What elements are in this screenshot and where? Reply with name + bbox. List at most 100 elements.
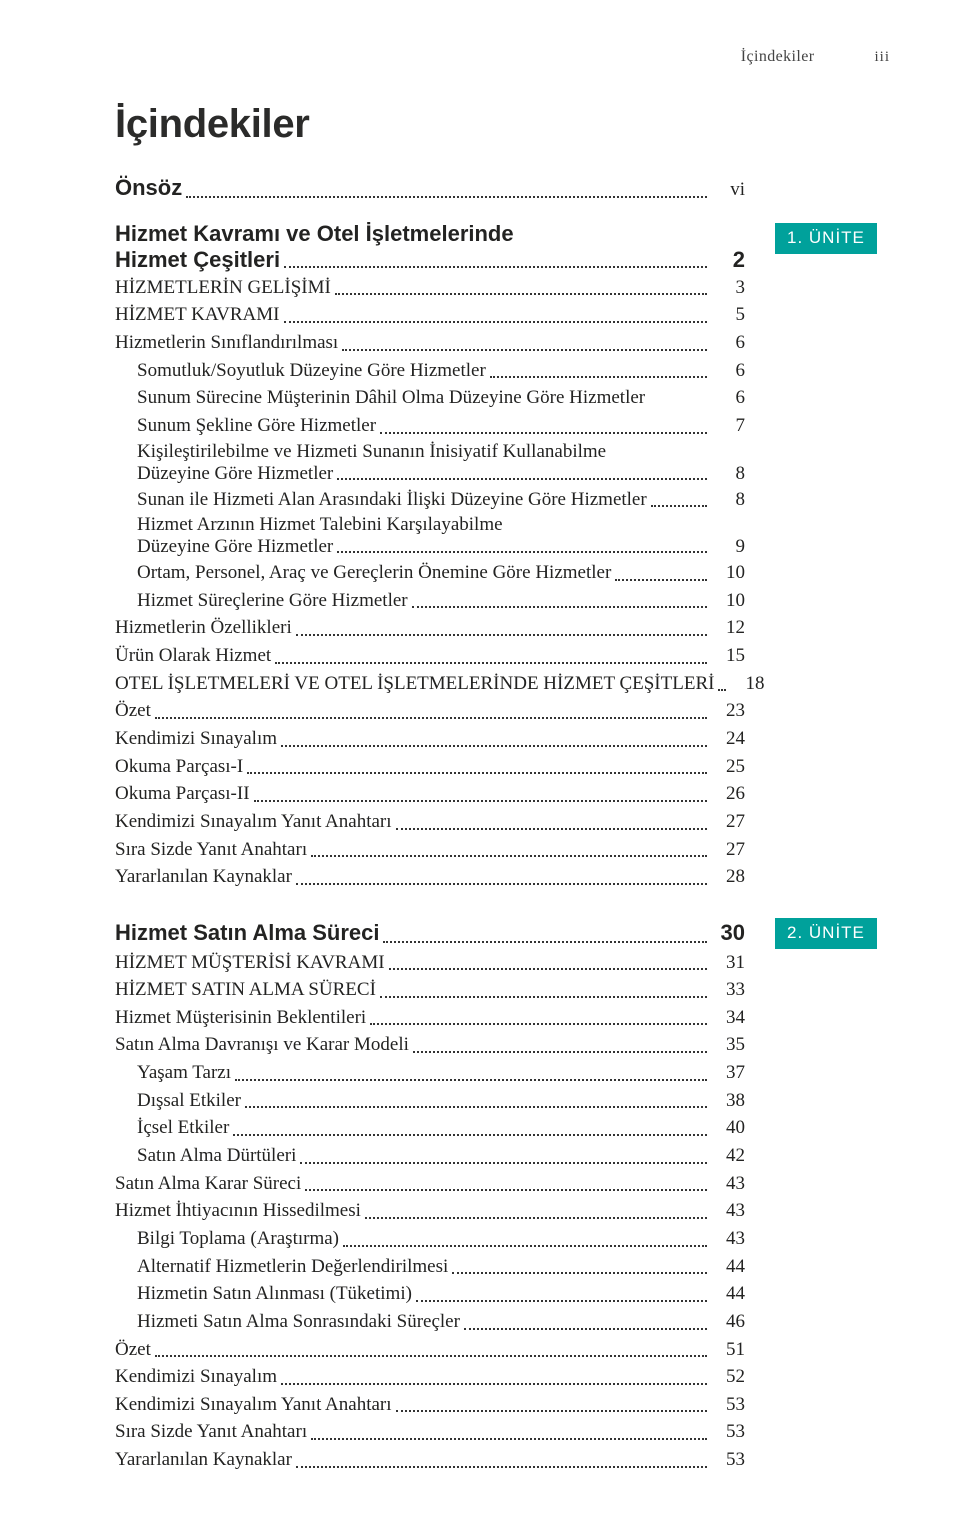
dot-leader bbox=[396, 828, 707, 830]
toc-entry: Satın Alma Dürtüleri42 bbox=[115, 1143, 745, 1169]
unit-2-toc: Hizmet Satın Alma Süreci 30 HİZMET MÜŞTE… bbox=[115, 916, 745, 1475]
toc-label: Okuma Parçası-I bbox=[115, 754, 243, 780]
toc-page: 18 bbox=[730, 671, 764, 697]
toc-page: vi bbox=[711, 177, 745, 203]
dot-leader bbox=[342, 349, 707, 351]
toc-page: 38 bbox=[711, 1088, 745, 1114]
toc-entry: Özet 51 bbox=[115, 1337, 745, 1363]
toc-page: 26 bbox=[711, 781, 745, 807]
toc-label: İçsel Etkiler bbox=[137, 1115, 229, 1141]
toc-entry: Sunum Şekline Göre Hizmetler7 bbox=[115, 413, 745, 439]
toc-label: Sıra Sizde Yanıt Anahtarı bbox=[115, 1419, 307, 1445]
toc-entry: HİZMET MÜŞTERİSİ KAVRAMI31 bbox=[115, 950, 745, 976]
toc-label: Yaşam Tarzı bbox=[137, 1060, 231, 1086]
toc-entry: Ürün Olarak Hizmet15 bbox=[115, 643, 745, 669]
dot-leader bbox=[718, 689, 726, 691]
toc-entry: Sıra Sizde Yanıt Anahtarı 53 bbox=[115, 1419, 745, 1445]
toc-label: Kendimizi Sınayalım bbox=[115, 726, 277, 752]
toc-page: 28 bbox=[711, 864, 745, 890]
toc-entry: Hizmetin Satın Alınması (Tüketimi)44 bbox=[115, 1281, 745, 1307]
toc-label: Hizmet Süreçlerine Göre Hizmetler bbox=[137, 588, 408, 614]
toc-page: 42 bbox=[711, 1143, 745, 1169]
toc-page: 27 bbox=[711, 809, 745, 835]
dot-leader bbox=[370, 1023, 707, 1025]
toc-label: Hizmet İhtiyacının Hissedilmesi bbox=[115, 1198, 361, 1224]
toc-page: 10 bbox=[711, 588, 745, 614]
toc-page: 52 bbox=[711, 1364, 745, 1390]
dot-leader bbox=[464, 1328, 707, 1330]
toc-page: 7 bbox=[711, 413, 745, 439]
toc-label: Alternatif Hizmetlerin Değerlendirilmesi bbox=[137, 1254, 448, 1280]
toc-label: HİZMET MÜŞTERİSİ KAVRAMI bbox=[115, 950, 385, 976]
toc-page: 8 bbox=[711, 487, 745, 513]
page-title: İçindekiler bbox=[115, 102, 890, 147]
toc-label: Hizmetlerin Sınıflandırılması bbox=[115, 330, 338, 356]
toc-entry: İçsel Etkiler40 bbox=[115, 1115, 745, 1141]
toc-label: Somutluk/Soyutluk Düzeyine Göre Hizmetle… bbox=[137, 358, 486, 384]
toc-page: 44 bbox=[711, 1254, 745, 1280]
dot-leader bbox=[343, 1245, 707, 1247]
toc-entry: Bilgi Toplama (Araştırma)43 bbox=[115, 1226, 745, 1252]
toc-label: Hizmetlerin Özellikleri bbox=[115, 615, 292, 641]
dot-leader bbox=[365, 1217, 707, 1219]
toc-page: 5 bbox=[711, 302, 745, 328]
dot-leader bbox=[413, 1051, 707, 1053]
toc-label: Ürün Olarak Hizmet bbox=[115, 643, 271, 669]
toc-label: Sunum Sürecine Müşterinin Dâhil Olma Düz… bbox=[137, 385, 645, 411]
toc-page: 23 bbox=[711, 698, 745, 724]
dot-leader bbox=[235, 1079, 707, 1081]
dot-leader bbox=[337, 478, 707, 480]
toc-page: 30 bbox=[711, 918, 745, 948]
toc-page: 53 bbox=[711, 1419, 745, 1445]
toc-label: HİZMET SATIN ALMA SÜRECİ bbox=[115, 977, 376, 1003]
toc-entry: Okuma Parçası-I 25 bbox=[115, 754, 745, 780]
toc-section-title: Hizmet Satın Alma Süreci bbox=[115, 918, 379, 948]
toc-label: Kendimizi Sınayalım Yanıt Anahtarı bbox=[115, 1392, 392, 1418]
toc-page: 53 bbox=[711, 1392, 745, 1418]
dot-leader bbox=[337, 551, 707, 553]
toc-section-title-line1: Hizmet Kavramı ve Otel İşletmelerinde bbox=[115, 221, 745, 247]
toc-label: OTEL İŞLETMELERİ VE OTEL İŞLETMELERİNDE … bbox=[115, 671, 714, 697]
toc-page: 46 bbox=[711, 1309, 745, 1335]
toc-page: 25 bbox=[711, 754, 745, 780]
dot-leader bbox=[281, 745, 707, 747]
unit-2-row: Hizmet Satın Alma Süreci 30 HİZMET MÜŞTE… bbox=[115, 892, 890, 1475]
toc-label-line1: Kişileştirilebilme ve Hizmeti Sunanın İn… bbox=[137, 441, 745, 463]
toc-page: 9 bbox=[711, 536, 745, 558]
unit-1-row: Hizmet Kavramı ve Otel İşletmelerinde Hi… bbox=[115, 221, 890, 892]
toc-label: Kendimizi Sınayalım bbox=[115, 1364, 277, 1390]
toc-page: 51 bbox=[711, 1337, 745, 1363]
toc-entry: Sıra Sizde Yanıt Anahtarı27 bbox=[115, 837, 745, 863]
toc-page: 24 bbox=[711, 726, 745, 752]
toc-page: 43 bbox=[711, 1198, 745, 1224]
dot-leader bbox=[247, 772, 707, 774]
toc-page: 2 bbox=[711, 247, 745, 273]
unit-1-toc: Hizmet Kavramı ve Otel İşletmelerinde Hi… bbox=[115, 221, 745, 892]
toc-entry: Ortam, Personel, Araç ve Gereçlerin Önem… bbox=[115, 560, 745, 586]
toc-entry: Yararlanılan Kaynaklar53 bbox=[115, 1447, 745, 1473]
toc-page: 43 bbox=[711, 1171, 745, 1197]
dot-leader bbox=[380, 432, 707, 434]
toc-entry: Yararlanılan Kaynaklar 28 bbox=[115, 864, 745, 890]
toc-entry: Dışsal Etkiler38 bbox=[115, 1088, 745, 1114]
toc-label: Yararlanılan Kaynaklar bbox=[115, 864, 292, 890]
unit-2-title: Hizmet Satın Alma Süreci 30 bbox=[115, 918, 745, 948]
toc-label: Bilgi Toplama (Araştırma) bbox=[137, 1226, 339, 1252]
toc-label: Okuma Parçası-II bbox=[115, 781, 250, 807]
dot-leader bbox=[296, 883, 707, 885]
toc-entry: Sunum Sürecine Müşterinin Dâhil Olma Düz… bbox=[115, 385, 745, 411]
unit-1-title: Hizmet Kavramı ve Otel İşletmelerinde Hi… bbox=[115, 221, 745, 273]
dot-leader bbox=[281, 1383, 707, 1385]
dot-leader bbox=[651, 505, 707, 507]
toc-entry: Alternatif Hizmetlerin Değerlendirilmesi… bbox=[115, 1254, 745, 1280]
toc-page: 53 bbox=[711, 1447, 745, 1473]
unit-1-entries: HİZMETLERİN GELİŞİMİ3HİZMET KAVRAMI5Hizm… bbox=[115, 275, 745, 890]
toc-label-line2: Düzeyine Göre Hizmetler bbox=[137, 536, 333, 558]
toc-entry: Hizmet Müşterisinin Beklentileri34 bbox=[115, 1005, 745, 1031]
dot-leader bbox=[300, 1162, 707, 1164]
dot-leader bbox=[296, 1466, 707, 1468]
toc-label: Hizmeti Satın Alma Sonrasındaki Süreçler bbox=[137, 1309, 460, 1335]
toc-label: Özet bbox=[115, 1337, 151, 1363]
toc-page: 33 bbox=[711, 977, 745, 1003]
toc-page: 3 bbox=[711, 275, 745, 301]
